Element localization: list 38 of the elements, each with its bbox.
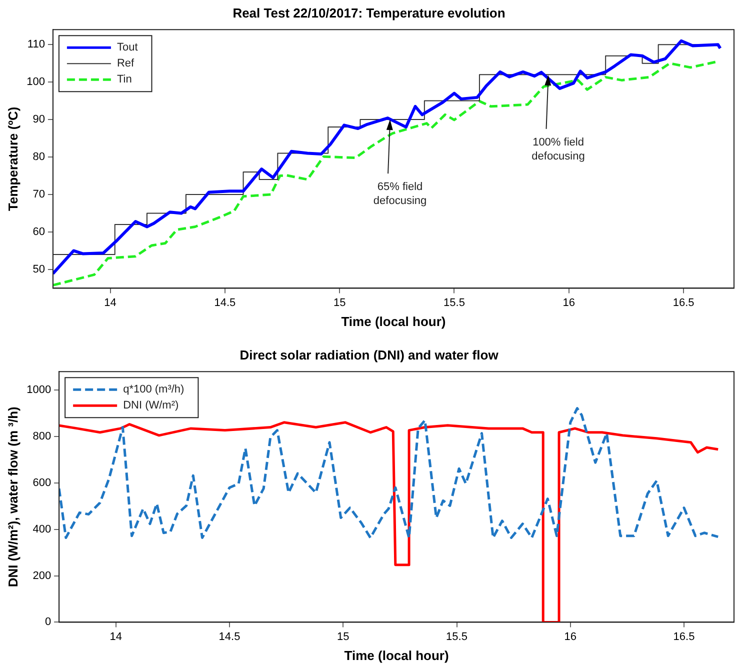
y-tick-label: 50 bbox=[32, 263, 45, 276]
x-tick-label: 14 bbox=[104, 296, 116, 309]
y-tick-label: 90 bbox=[32, 114, 45, 126]
x-tick-label: 16 bbox=[562, 296, 576, 309]
y-tick-label: 1000 bbox=[26, 384, 52, 396]
annotation: 100% field defocusing bbox=[532, 136, 585, 162]
legend-label: Tin bbox=[116, 74, 132, 86]
y-tick-label: 400 bbox=[32, 523, 52, 536]
legend-label: Ref bbox=[116, 58, 136, 70]
y-tick-label: 600 bbox=[32, 477, 52, 490]
x-tick-label: 15.5 bbox=[446, 630, 468, 643]
y-tick-label: 200 bbox=[32, 570, 52, 582]
y-tick-label: 60 bbox=[32, 226, 45, 238]
x-tick-label: 14.5 bbox=[214, 296, 236, 309]
annotation: 65% field defocusing bbox=[373, 181, 427, 208]
x-tick-label: 16.5 bbox=[673, 630, 695, 643]
legend-label: Tout bbox=[116, 42, 138, 54]
y-tick-label: 70 bbox=[32, 188, 45, 201]
y-tick-label: 100 bbox=[26, 76, 45, 88]
x-tick-label: 15 bbox=[337, 630, 350, 643]
legend-label: q*100 (m³/h) bbox=[123, 384, 184, 396]
y-tick-label: 80 bbox=[32, 151, 45, 164]
x-tick-label: 16 bbox=[564, 630, 577, 643]
x-axis-title: Time (local hour) bbox=[344, 648, 449, 663]
x-tick-label: 15.5 bbox=[444, 296, 465, 309]
y-tick-label: 0 bbox=[44, 616, 52, 628]
y-tick-label: 110 bbox=[27, 38, 45, 51]
x-tick-label: 16.5 bbox=[672, 296, 694, 309]
y-axis-title: Temperature (ºC) bbox=[5, 106, 20, 211]
x-axis-title: Time (local hour) bbox=[341, 314, 446, 329]
y-axis-title: DNI (W/m²), water flow (m ³/h) bbox=[5, 406, 20, 588]
chart-title: Direct solar radiation (DNI) and water flow bbox=[240, 347, 500, 362]
chart-title: Real Test 22/10/2017: Temperature evolution bbox=[232, 5, 506, 20]
x-tick-label: 15 bbox=[333, 296, 346, 309]
y-tick-label: 800 bbox=[32, 430, 52, 443]
x-tick-label: 14.5 bbox=[218, 630, 240, 643]
x-tick-label: 14 bbox=[110, 630, 122, 643]
legend-label: DNI (W/m²) bbox=[123, 400, 179, 412]
